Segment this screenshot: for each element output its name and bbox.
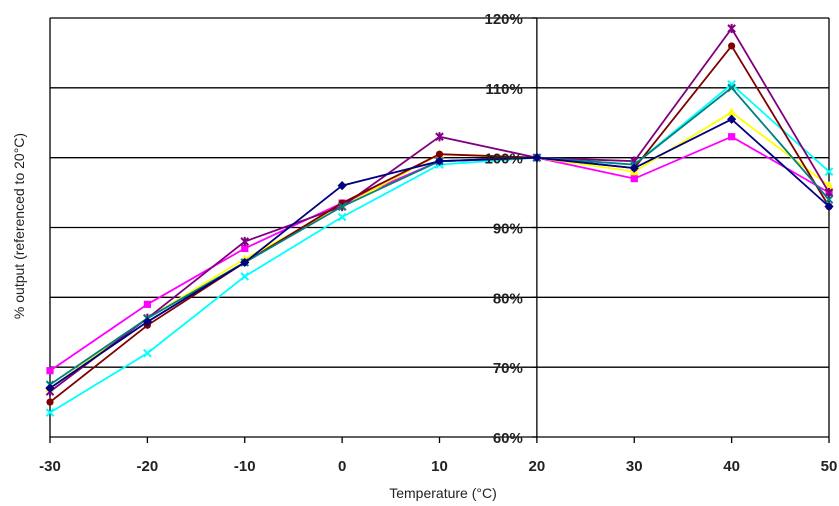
- data-point: [824, 167, 834, 176]
- data-point: [240, 257, 250, 268]
- x-tick-label: 30: [626, 458, 643, 475]
- y-tick-label: 60%: [493, 430, 523, 447]
- data-point: [824, 195, 834, 204]
- series-line: [49, 135, 830, 372]
- x-tick-labels: -30 -20 -10 0 10 20 30 40 50: [39, 458, 837, 475]
- y-tick-label: 100%: [485, 151, 523, 168]
- data-point: [727, 23, 736, 34]
- series-5: [45, 83, 834, 389]
- data-point: [241, 244, 249, 253]
- series-0: [46, 133, 833, 375]
- data-point: [727, 114, 737, 124]
- x-tick-label: 0: [338, 458, 346, 475]
- data-point: [824, 187, 834, 198]
- y-tick-labels: 60% 70% 80% 90% 100% 110% 120%: [485, 11, 523, 447]
- series-6: [45, 114, 834, 393]
- series-4: [46, 42, 833, 406]
- data-point: [143, 348, 152, 358]
- x-tick-label: -20: [137, 458, 159, 475]
- x-tick-label: 20: [529, 458, 546, 475]
- data-point: [337, 202, 347, 211]
- y-tick-label: 120%: [485, 11, 523, 28]
- x-tick-label: -10: [234, 458, 256, 475]
- data-point: [435, 150, 444, 158]
- data-point: [435, 132, 444, 142]
- data-point: [727, 107, 737, 116]
- data-point: [337, 181, 347, 191]
- gridlines: [50, 17, 829, 438]
- data-point: [45, 408, 55, 417]
- data-point: [434, 156, 445, 166]
- y-axis-label: % output (referenced to 20°C): [11, 133, 27, 319]
- data-point: [630, 175, 638, 183]
- series-layer: [45, 23, 834, 417]
- y-tick-label: 90%: [493, 221, 523, 238]
- data-point: [629, 163, 639, 173]
- data-point: [728, 42, 736, 50]
- data-point: [337, 212, 347, 222]
- data-point: [240, 236, 250, 247]
- y-tick-label: 70%: [493, 360, 523, 377]
- series-1: [45, 107, 834, 392]
- data-point: [727, 83, 736, 93]
- series-2: [45, 80, 834, 417]
- data-point: [45, 383, 55, 393]
- y-tick-label: 80%: [493, 290, 523, 307]
- x-axis-label: Temperature (°C): [389, 485, 497, 501]
- y-tick-label: 110%: [485, 81, 523, 98]
- data-point: [532, 153, 542, 163]
- data-point: [824, 201, 834, 212]
- axes: [49, 17, 830, 443]
- data-point: [46, 398, 54, 406]
- x-tick-label: 40: [723, 458, 740, 475]
- data-point: [46, 367, 54, 375]
- data-point: [728, 133, 736, 141]
- x-tick-label: 50: [821, 458, 838, 475]
- data-point: [240, 272, 250, 281]
- data-point: [142, 317, 152, 327]
- x-tick-label: -30: [39, 458, 61, 475]
- data-point: [143, 300, 151, 308]
- x-tick-label: 10: [431, 458, 448, 475]
